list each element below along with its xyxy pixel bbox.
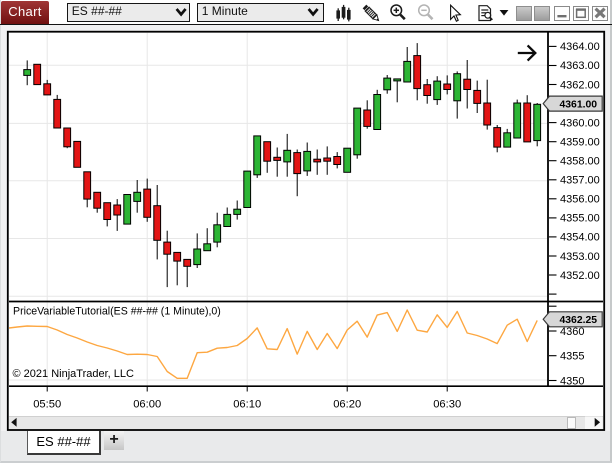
svg-text:4354.00: 4354.00 xyxy=(560,232,600,244)
svg-text:05:50: 05:50 xyxy=(33,399,61,411)
svg-text:4356.00: 4356.00 xyxy=(560,194,600,206)
svg-text:4359.00: 4359.00 xyxy=(560,137,600,149)
svg-text:4357.00: 4357.00 xyxy=(560,175,600,187)
svg-text:4361.00: 4361.00 xyxy=(560,100,598,111)
svg-text:4360.00: 4360.00 xyxy=(560,117,600,129)
svg-text:4358.00: 4358.00 xyxy=(560,156,600,168)
svg-text:4355: 4355 xyxy=(560,351,584,363)
svg-text:4362.25: 4362.25 xyxy=(560,315,598,326)
svg-text:4360: 4360 xyxy=(560,326,584,338)
svg-text:4353.00: 4353.00 xyxy=(560,251,600,263)
svg-text:06:10: 06:10 xyxy=(233,399,261,411)
svg-text:4350: 4350 xyxy=(560,375,584,387)
svg-text:4355.00: 4355.00 xyxy=(560,213,600,225)
svg-text:06:30: 06:30 xyxy=(433,399,461,411)
svg-text:06:00: 06:00 xyxy=(133,399,161,411)
svg-text:© 2021 NinjaTrader, LLC: © 2021 NinjaTrader, LLC xyxy=(13,368,134,380)
svg-text:4364.00: 4364.00 xyxy=(560,41,600,53)
svg-text:06:20: 06:20 xyxy=(333,399,361,411)
svg-text:4362.00: 4362.00 xyxy=(560,79,600,91)
svg-text:PriceVariableTutorial(ES ##-##: PriceVariableTutorial(ES ##-## (1 Minute… xyxy=(13,306,221,318)
svg-text:4363.00: 4363.00 xyxy=(560,60,600,72)
svg-text:4352.00: 4352.00 xyxy=(560,270,600,282)
